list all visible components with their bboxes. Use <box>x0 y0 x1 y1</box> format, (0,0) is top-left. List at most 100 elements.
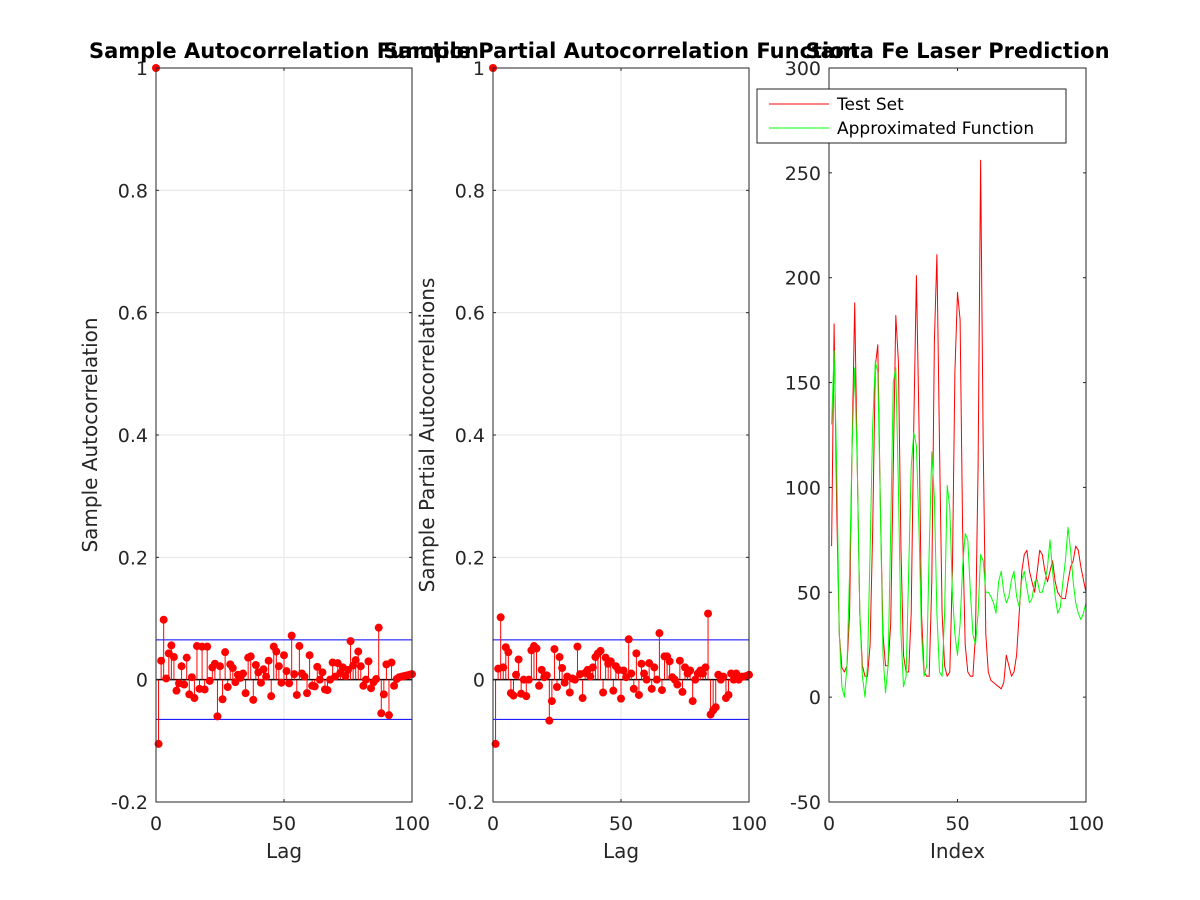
pacf-stem-marker <box>550 645 559 654</box>
pacf-stem-marker <box>545 716 554 725</box>
pacf-stem-marker <box>565 688 574 697</box>
acf-ytick-label: 0 <box>136 670 148 692</box>
pacf-stem-marker <box>512 670 521 679</box>
acf-stem-marker <box>387 658 396 667</box>
pacf-stem-marker <box>665 657 674 666</box>
acf-stem-marker <box>182 653 191 662</box>
acf-stem-marker <box>187 673 196 682</box>
acf-stem-marker <box>323 686 332 695</box>
pacf-ytick-label: 0.6 <box>455 303 485 325</box>
acf-ytick-label: 0.8 <box>118 180 148 202</box>
acf-stem-marker <box>157 656 166 665</box>
pacf-stem-marker <box>627 669 636 678</box>
pacf-stem-marker <box>629 684 638 693</box>
acf-stem-marker <box>351 656 360 665</box>
pacf-stem-marker <box>686 666 695 675</box>
pacf-stem-marker <box>560 678 569 687</box>
pacf-xlabel: Lag <box>603 839 639 863</box>
acf-stem-marker <box>228 664 237 673</box>
acf-ytick-label: -0.2 <box>111 792 148 814</box>
legend-label-approximated-function: Approximated Function <box>837 119 1034 139</box>
acf-stem-marker <box>264 656 273 665</box>
acf-stem-marker <box>272 647 281 656</box>
acf-stem-marker <box>267 692 276 701</box>
acf-stem-marker <box>216 662 224 671</box>
laser-ytick-label: 150 <box>785 373 821 395</box>
acf-stem-marker <box>313 662 322 671</box>
pacf-stem-marker <box>586 672 595 681</box>
acf-stem-marker <box>310 682 319 691</box>
acf-stem-marker <box>239 669 248 678</box>
pacf-ylabel: Sample Partial Autocorrelations <box>415 278 439 593</box>
laser-xlabel: Index <box>930 839 985 863</box>
acf-stem-marker <box>346 637 355 646</box>
laser-ytick-label: 100 <box>785 477 821 499</box>
pacf-stem-marker <box>619 666 628 675</box>
acf-stem-marker <box>162 674 171 683</box>
laser-xtick-label: 100 <box>1068 813 1104 835</box>
pacf-xtick-label: 50 <box>609 813 633 835</box>
acf-xlabel: Lag <box>266 839 302 863</box>
acf-stem-marker <box>169 653 178 662</box>
acf-stem-marker <box>218 695 227 704</box>
acf-stem-marker <box>377 709 386 718</box>
pacf-stem-marker <box>491 739 500 748</box>
pacf-ytick-label: 0.8 <box>455 180 485 202</box>
acf-stem-marker <box>384 711 393 720</box>
pacf-stem-marker <box>509 691 518 700</box>
laser-ytick-label: 0 <box>809 687 821 709</box>
pacf-stem-marker <box>624 635 633 644</box>
acf-ylabel: Sample Autocorrelation <box>78 317 102 552</box>
acf-stem-marker <box>180 680 189 689</box>
pacf-stem-marker <box>688 697 697 706</box>
pacf-stem-marker <box>596 646 605 655</box>
acf-stem-marker <box>372 675 381 684</box>
acf-stem-marker <box>280 651 288 660</box>
pacf-xtick-label: 100 <box>731 813 767 835</box>
pacf-stem-marker <box>542 671 551 680</box>
legend: Test Set Approximated Function <box>756 88 1067 144</box>
laser-ytick-label: 50 <box>797 582 821 604</box>
acf-stem-marker <box>354 647 363 656</box>
pacf-stem-marker <box>698 669 707 678</box>
acf-stem-marker <box>285 679 294 688</box>
acf-stem-marker <box>290 670 299 679</box>
acf-xtick-label: 100 <box>394 813 430 835</box>
acf-stem-marker <box>190 694 199 703</box>
pacf-stem-marker <box>691 675 700 684</box>
acf-stem-marker <box>282 667 291 676</box>
acf-panel: 0 50 100-0.200.20.40.60.81 Sample Autocorr… <box>78 39 479 863</box>
pacf-stem-marker <box>504 648 513 657</box>
series-line-approximated-function <box>831 350 1087 698</box>
pacf-stem-marker <box>609 686 618 695</box>
laser-xtick-label: 0 <box>823 813 835 835</box>
acf-stem-marker <box>300 672 309 681</box>
acf-stem-marker <box>379 690 388 699</box>
acf-stem-marker <box>241 689 250 698</box>
acf-stem-marker <box>177 662 186 671</box>
acf-ytick-label: 0.4 <box>118 425 148 447</box>
pacf-stem-marker <box>657 686 666 695</box>
pacf-stem-marker <box>640 669 649 678</box>
laser-ytick-label: -50 <box>790 792 821 814</box>
pacf-stem-marker <box>532 644 541 653</box>
acf-title: Sample Autocorrelation Function <box>89 39 479 63</box>
acf-xtick-label: 50 <box>272 813 296 835</box>
pacf-stem-marker <box>632 649 641 658</box>
pacf-stem-marker <box>650 663 659 672</box>
laser-xtick-label: 50 <box>945 813 969 835</box>
pacf-stem-marker <box>711 703 720 712</box>
pacf-title: Sample Partial Autocorrelation Function <box>383 39 858 63</box>
pacf-stem-marker <box>704 609 713 618</box>
pacf-ytick-label: -0.2 <box>448 792 485 814</box>
pacf-stem-marker <box>642 675 651 684</box>
pacf-stem-marker <box>553 683 561 692</box>
acf-stem-marker <box>295 642 304 651</box>
pacf-ytick-label: 0.2 <box>455 547 485 569</box>
pacf-stem-marker <box>588 663 597 672</box>
pacf-stem-marker <box>537 665 546 674</box>
pacf-stem-marker <box>673 680 682 689</box>
acf-stem-marker <box>251 660 260 669</box>
pacf-ytick-label: 1 <box>473 58 485 80</box>
